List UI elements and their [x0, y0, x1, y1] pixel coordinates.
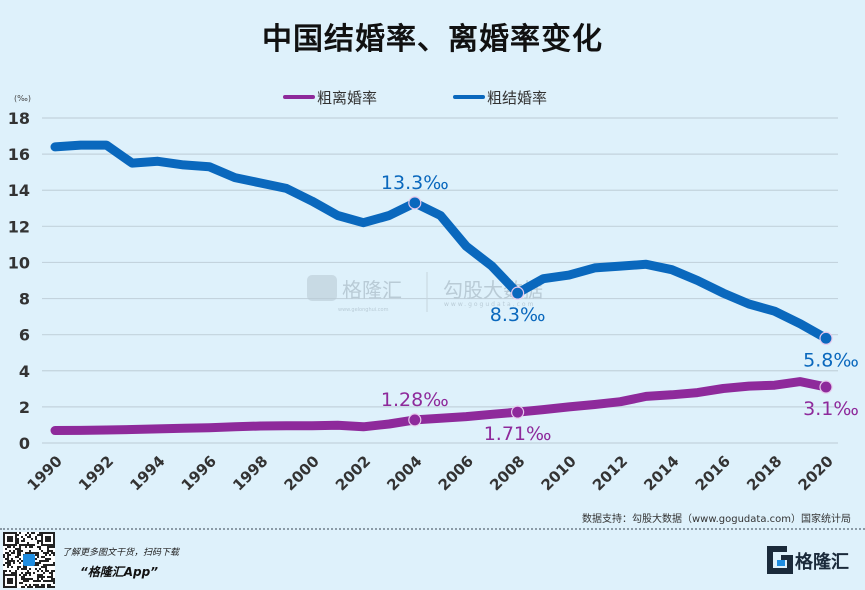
y-tick-label: 8	[19, 290, 30, 309]
x-tick-label: 1996	[178, 452, 220, 494]
brand-logo: 格隆汇	[763, 540, 853, 586]
x-tick-label: 2002	[332, 452, 374, 494]
chart-title: 中国结婚率、离婚率变化	[262, 22, 603, 57]
y-tick-label: 2	[19, 398, 30, 417]
y-tick-label: 12	[8, 217, 30, 236]
highlight-point	[510, 286, 525, 300]
x-tick-label: 2008	[486, 452, 528, 494]
data-label: 8.3‰	[490, 304, 546, 326]
y-tick-label: 16	[8, 145, 30, 164]
data-label: 5.8‰	[803, 349, 859, 371]
highlight-point	[408, 413, 422, 427]
watermark-brand: 格隆汇	[342, 278, 402, 302]
legend-label: 粗离婚率	[317, 89, 377, 107]
data-label: 1.28‰	[381, 389, 449, 411]
brand-logo-icon: 格隆汇	[767, 546, 849, 574]
legend-label: 粗结婚率	[487, 89, 547, 107]
x-tick-label: 2012	[589, 452, 631, 494]
x-tick-label: 2016	[692, 452, 734, 494]
x-tick-label: 2020	[795, 452, 837, 494]
y-tick-label: 0	[19, 434, 30, 453]
x-tick-label: 2004	[383, 452, 425, 494]
y-tick-label: 10	[8, 253, 30, 272]
promo-text: 了解更多图文干货，扫码下载	[62, 548, 180, 558]
x-tick-label: 2018	[743, 452, 785, 494]
x-tick-label: 1990	[24, 452, 66, 494]
highlight-point	[819, 380, 833, 394]
data-label: 1.71‰	[484, 423, 552, 445]
data-label: 13.3‰	[381, 172, 449, 194]
watermark-logo-icon	[307, 275, 337, 301]
x-tick-label: 2006	[435, 452, 477, 494]
x-tick-label: 1992	[75, 452, 117, 494]
highlight-point	[819, 331, 833, 345]
logo-text: 格隆汇	[795, 551, 849, 573]
qr-code	[3, 532, 55, 588]
y-axis-unit: (‰)	[14, 94, 31, 103]
watermark-brand-url: www.gelonghui.com	[338, 307, 389, 313]
x-tick-label: 1998	[229, 452, 271, 494]
x-tick-label: 2000	[281, 452, 323, 494]
highlight-point	[510, 405, 525, 419]
app-name: “格隆汇App”	[80, 565, 158, 579]
y-tick-label: 4	[19, 362, 30, 381]
watermark-data-url: www.gogudata.com	[444, 301, 535, 308]
data-source: 数据支持：勾股大数据（www.gogudata.com）国家统计局	[581, 514, 851, 525]
data-label: 3.1‰	[803, 398, 859, 420]
x-tick-label: 1994	[126, 452, 168, 494]
x-tick-label: 2014	[640, 452, 682, 494]
x-tick-label: 2010	[538, 452, 580, 494]
footer-divider	[0, 528, 865, 530]
y-tick-label: 18	[8, 109, 30, 128]
y-tick-label: 14	[8, 181, 30, 200]
highlight-point	[408, 196, 422, 210]
y-tick-label: 6	[19, 326, 30, 345]
